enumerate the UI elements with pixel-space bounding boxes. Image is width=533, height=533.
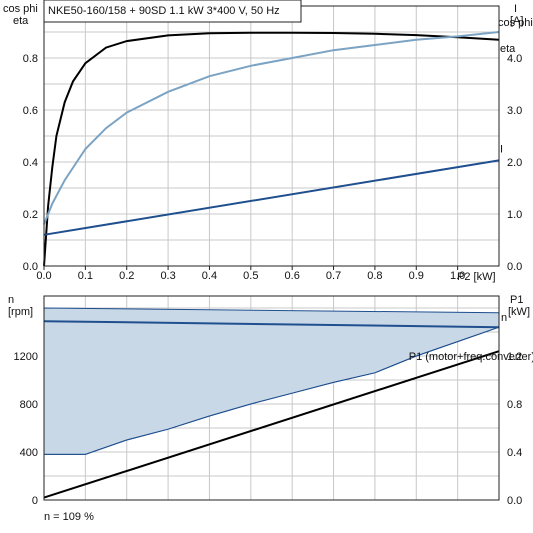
bottom-panel: n P1 (motor+freq.converter) 0 400 800 1200 0…: [8, 294, 533, 523]
series-eta-line: [43, 31, 500, 267]
series-cos-phi-label: cos phi: [498, 17, 533, 29]
bottom-plot-frame: [43, 295, 500, 501]
bottom-y-tick-labels: 0 400 800 1200: [14, 351, 38, 507]
series-i-label: I: [500, 143, 503, 155]
top-x-tick-label: 0.7: [326, 270, 341, 282]
series-i-line: [43, 159, 500, 236]
top-y2-tick-label: 1.0: [507, 209, 522, 221]
top-y-tick-labels: 0.0 0.2 0.4 0.6 0.8: [23, 53, 38, 273]
series-p1-line: [43, 350, 500, 499]
top-x-tick-label: 0.5: [243, 270, 258, 282]
top-x-tick-label: 0.0: [36, 270, 51, 282]
bottom-y-tick-label: 800: [20, 399, 38, 411]
bottom-left-axis-label-2: [rpm]: [8, 306, 33, 318]
top-y2-tick-label: 4.0: [507, 53, 522, 65]
top-y2-tick-label: 0.0: [507, 261, 522, 273]
series-n-label: n: [501, 312, 507, 324]
speed-range-area: [43, 307, 500, 455]
series-p1-label: P1 (motor+freq.converter): [409, 351, 533, 363]
top-right-axis-label-2: [A]: [510, 15, 523, 27]
top-x-tick-label: 0.8: [367, 270, 382, 282]
series-n-line: [43, 320, 500, 329]
bottom-y-tick-label: 400: [20, 447, 38, 459]
bottom-y2-tick-label: 0.4: [507, 447, 522, 459]
bottom-y2-tick-label: 0.0: [507, 495, 522, 507]
top-y-tick-label: 0.0: [23, 261, 38, 273]
series-cos-phi-line: [43, 31, 500, 225]
footnote: n = 109 %: [44, 511, 94, 523]
chart-title-box: [43, 0, 302, 23]
top-x-tick-label: 0.3: [160, 270, 175, 282]
top-y-tick-label: 0.2: [23, 209, 38, 221]
bottom-right-axis-label-1: P1: [510, 294, 523, 306]
bottom-series: n P1 (motor+freq.converter): [43, 307, 533, 499]
top-y2-tick-label: 2.0: [507, 157, 522, 169]
top-x-tick-label: 0.4: [202, 270, 217, 282]
top-y-tick-label: 0.6: [23, 105, 38, 117]
top-left-axis-label-1: cos phi: [3, 3, 38, 15]
top-x-tick-label: 0.2: [119, 270, 134, 282]
bottom-y2-tick-labels: 0.0 0.4 0.8 1.2: [507, 351, 522, 507]
bottom-y2-tick-label: 1.2: [507, 351, 522, 363]
bottom-left-axis-label-1: n: [8, 294, 14, 306]
top-series: eta cos phi I: [43, 17, 533, 267]
top-x-tick-label: 0.1: [78, 270, 93, 282]
top-x-tick-label: 1.0: [450, 270, 465, 282]
top-left-axis-label-2: eta: [13, 15, 29, 27]
series-eta-label: eta: [500, 43, 516, 55]
top-x-tick-label: 0.9: [409, 270, 424, 282]
bottom-y2-tick-label: 0.8: [507, 399, 522, 411]
top-y2-tick-label: 3.0: [507, 105, 522, 117]
top-x-tick-label: 0.6: [285, 270, 300, 282]
bottom-y-tick-label: 0: [32, 495, 38, 507]
top-grid: [43, 6, 499, 266]
bottom-y-tick-label: 1200: [14, 351, 38, 363]
top-y-tick-label: 0.4: [23, 157, 38, 169]
chart-title: NKE50-160/158 + 90SD 1.1 kW 3*400 V, 50 …: [48, 5, 280, 17]
top-y-tick-label: 0.8: [23, 53, 38, 65]
speed-range-lower-edge: [44, 326, 500, 455]
top-y2-tick-labels: 0.0 1.0 2.0 3.0 4.0: [507, 53, 522, 273]
top-x-axis-label: P2 [kW]: [457, 271, 496, 283]
top-x-tick-labels: 0.0 0.1 0.2 0.3 0.4 0.5 0.6 0.7 0.8 0.9 1.0: [36, 266, 465, 282]
bottom-right-axis-label-2: [kW]: [508, 306, 530, 318]
top-right-axis-label-1: I: [514, 3, 517, 15]
